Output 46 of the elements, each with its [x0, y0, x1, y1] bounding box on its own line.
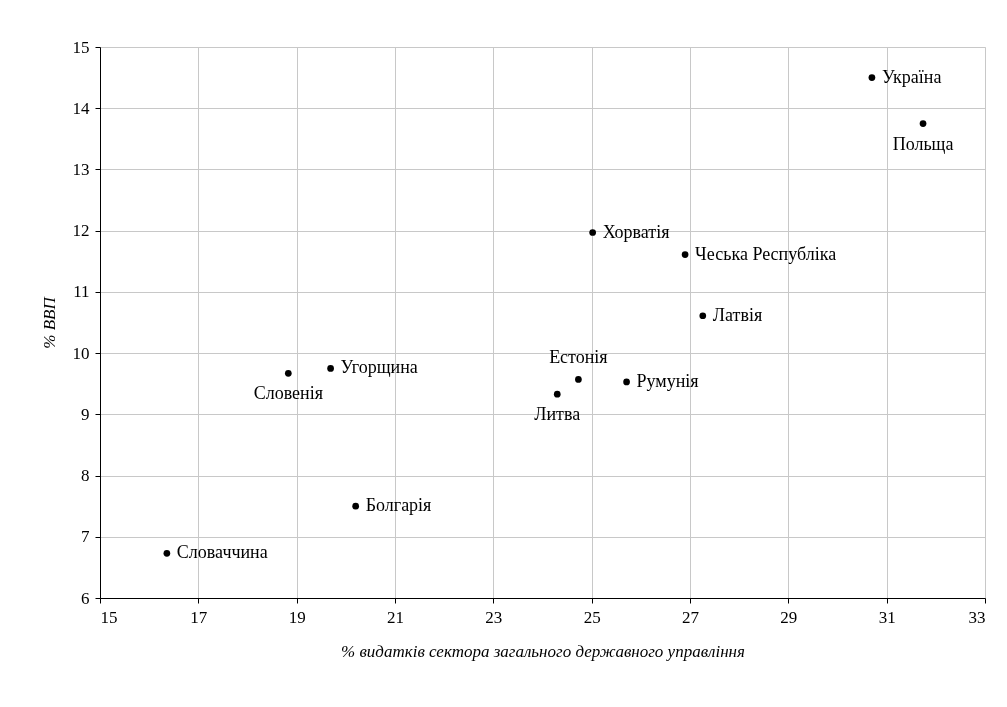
x-tick-label: 29: [780, 607, 798, 627]
y-tick-label: 13: [72, 159, 90, 179]
annotation: Болгарія: [365, 495, 432, 516]
x-tick-label: 31: [878, 607, 896, 627]
point: [681, 251, 689, 258]
annotation: Естонія: [549, 347, 608, 368]
point: [327, 365, 334, 372]
x-tick-label: 23: [485, 607, 503, 627]
point: [699, 312, 707, 320]
x-tick-label: 25: [583, 607, 601, 627]
x-tick-label: 15: [100, 607, 118, 627]
point: [163, 549, 171, 557]
x-tick-label: 33: [968, 607, 986, 627]
y-tick-label: 15: [72, 37, 90, 57]
annotation: Хорватія: [602, 221, 670, 242]
annotation: Литва: [534, 404, 581, 425]
y-tick-label: 14: [72, 98, 90, 118]
point: [553, 390, 561, 398]
point: [575, 376, 582, 383]
annotation: Словенія: [253, 383, 323, 404]
y-tick-label: 6: [81, 588, 90, 608]
annotation: Чеська Республіка: [695, 243, 837, 264]
y-tick-label: 9: [81, 404, 90, 424]
y-tick-label: 12: [72, 221, 90, 241]
annotation: Румунія: [636, 370, 699, 391]
annotation: Польща: [892, 133, 954, 154]
point: [919, 120, 927, 127]
point: [589, 229, 596, 236]
point: [284, 369, 292, 377]
x-tick-label: 17: [190, 607, 208, 627]
x-axis-title: % видатків сектора загального державного управління: [341, 641, 746, 661]
y-tick-label: 10: [72, 343, 90, 363]
point: [868, 74, 876, 81]
x-tick-label: 21: [387, 607, 404, 627]
annotation: Словаччина: [176, 542, 268, 563]
y-axis-title: % ВВП: [39, 295, 59, 349]
annotation: Угорщина: [340, 357, 418, 378]
x-tick-label: 27: [682, 607, 700, 627]
x-tick-label: 19: [288, 607, 306, 627]
point: [623, 378, 630, 386]
annotation: Україна: [881, 66, 942, 87]
y-tick-label: 8: [81, 466, 90, 486]
y-tick-label: 11: [73, 282, 90, 302]
y-tick-label: 7: [81, 527, 90, 547]
annotation: Латвія: [712, 304, 763, 325]
point: [352, 502, 360, 510]
